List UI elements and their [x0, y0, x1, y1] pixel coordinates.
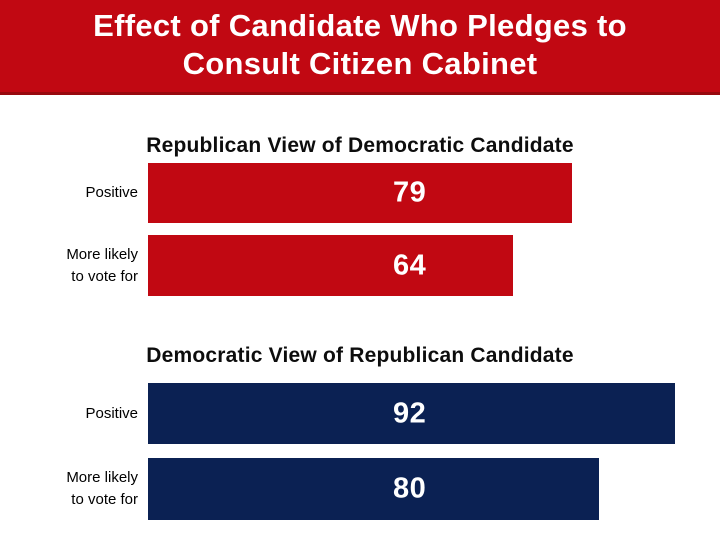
bar-value-label: 64	[393, 249, 427, 281]
bar-row-dem-positive: Positive 92	[0, 383, 720, 444]
bar-dem-positive	[148, 383, 675, 444]
bar-rep-more-likely	[148, 235, 513, 296]
section-title-democratic-view: Democratic View of Republican Candidate	[146, 344, 574, 368]
category-label: More likely to vote for	[66, 245, 138, 285]
section-title-republican-view: Republican View of Democratic Candidate	[146, 134, 574, 158]
title-banner: Effect of Candidate Who Pledges to Consu…	[0, 0, 720, 95]
bar-row-rep-positive: Positive 79	[0, 163, 720, 223]
slide-title-line2: Consult Citizen Cabinet	[182, 46, 538, 81]
category-label: Positive	[85, 184, 138, 201]
bar-row-rep-more-likely: More likely to vote for 64	[0, 235, 720, 296]
bar-value-label: 80	[393, 472, 427, 505]
bar-value-label: 79	[393, 176, 427, 209]
slide-title-line1: Effect of Candidate Who Pledges to	[93, 8, 627, 43]
bar-row-dem-more-likely: More likely to vote for 80	[0, 458, 720, 520]
category-label: More likely to vote for	[66, 469, 138, 508]
bar-value-label: 92	[393, 397, 427, 429]
bar-rep-positive	[148, 163, 572, 223]
category-label: Positive	[85, 404, 138, 422]
bar-dem-more-likely	[148, 458, 599, 520]
